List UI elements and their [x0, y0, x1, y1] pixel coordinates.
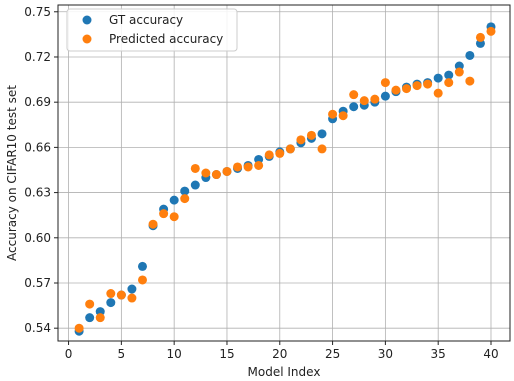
y-tick-label: 0.57 — [24, 276, 51, 290]
predicted-accuracy-point — [423, 79, 433, 89]
predicted-accuracy-point — [391, 85, 401, 95]
predicted-accuracy-point — [412, 81, 422, 91]
predicted-accuracy-point — [159, 209, 169, 219]
gt-accuracy-point — [190, 180, 200, 190]
gt-accuracy-point — [169, 195, 179, 205]
predicted-accuracy-point — [402, 84, 412, 94]
predicted-accuracy-point — [180, 194, 190, 204]
y-tick-label: 0.69 — [24, 95, 51, 109]
predicted-accuracy-point — [116, 290, 126, 300]
predicted-accuracy-point — [85, 299, 95, 309]
predicted-accuracy-point — [475, 32, 485, 42]
gt-accuracy-point — [317, 129, 327, 139]
predicted-accuracy-point — [233, 162, 243, 172]
y-tick-label: 0.72 — [24, 50, 51, 64]
x-tick-label: 15 — [219, 347, 234, 361]
x-tick-label: 30 — [378, 347, 393, 361]
gt-accuracy-point — [465, 50, 475, 60]
x-tick-label: 0 — [65, 347, 73, 361]
predicted-accuracy-point — [454, 67, 464, 77]
gt-accuracy-point — [127, 284, 137, 294]
y-tick-label: 0.54 — [24, 321, 51, 335]
predicted-accuracy-point — [190, 163, 200, 173]
predicted-accuracy-point — [169, 212, 179, 222]
predicted-accuracy-point — [275, 148, 285, 158]
predicted-accuracy-point — [74, 323, 84, 333]
predicted-accuracy-point — [328, 109, 338, 119]
predicted-accuracy-point — [433, 88, 443, 98]
legend-label-gt: GT accuracy — [109, 13, 183, 27]
predicted-accuracy-point — [137, 275, 147, 285]
legend-box — [66, 8, 238, 52]
predicted-accuracy-point — [296, 135, 306, 145]
axis-ticks: 0 5 10 15 20 25 30 35 40 0.54 0.57 0.60 0.63 0.66 0.69… — [24, 5, 498, 361]
predicted-accuracy-point — [486, 26, 496, 36]
gt-accuracy-point — [137, 261, 147, 271]
plot-frame — [57, 4, 511, 342]
predicted-accuracy-point — [285, 144, 295, 154]
x-axis-label: Model Index — [248, 365, 321, 379]
predicted-accuracy-point — [317, 144, 327, 154]
y-axis-label: Accuracy on CIFAR10 test set — [5, 85, 19, 261]
predicted-accuracy-point — [95, 313, 105, 323]
legend-marker-predicted — [82, 34, 92, 44]
predicted-accuracy-point — [338, 111, 348, 121]
y-tick-label: 0.60 — [24, 231, 51, 245]
x-tick-label: 35 — [431, 347, 446, 361]
predicted-accuracy-point — [243, 162, 253, 172]
gt-accuracy-point — [106, 298, 116, 308]
gt-accuracy-point — [349, 102, 359, 112]
predicted-accuracy-point — [370, 94, 380, 104]
y-tick-label: 0.63 — [24, 186, 51, 200]
predicted-accuracy-point — [201, 168, 211, 178]
x-tick-label: 5 — [118, 347, 126, 361]
gt-accuracy-point — [180, 186, 190, 196]
gt-accuracy-point — [380, 91, 390, 101]
x-tick-label: 10 — [167, 347, 182, 361]
gt-accuracy-point — [85, 313, 95, 323]
y-tick-label: 0.66 — [24, 140, 51, 154]
predicted-accuracy-point — [349, 90, 359, 100]
x-tick-label: 25 — [325, 347, 340, 361]
predicted-accuracy-point — [444, 78, 454, 88]
predicted-accuracy-point — [264, 150, 274, 160]
predicted-accuracy-point — [465, 76, 475, 86]
predicted-accuracy-point — [359, 96, 369, 106]
y-tick-label: 0.75 — [24, 5, 51, 19]
predicted-accuracy-point — [222, 166, 232, 176]
legend-marker-gt — [82, 15, 92, 25]
predicted-accuracy-point — [380, 78, 390, 88]
grid-lines — [58, 5, 510, 341]
predicted-accuracy-point — [127, 293, 137, 303]
predicted-accuracy-point — [211, 170, 221, 180]
legend-label-predicted: Predicted accuracy — [109, 32, 223, 46]
x-tick-label: 40 — [483, 347, 498, 361]
legend: GT accuracy Predicted accuracy — [66, 8, 238, 52]
x-tick-label: 20 — [272, 347, 287, 361]
gt-accuracy-point — [433, 73, 443, 83]
gt-accuracy-point — [444, 70, 454, 80]
predicted-accuracy-point — [148, 219, 158, 229]
predicted-accuracy-point — [106, 289, 116, 299]
predicted-accuracy-point — [306, 130, 316, 140]
predicted-accuracy-point — [254, 160, 264, 170]
data-points — [74, 22, 496, 336]
